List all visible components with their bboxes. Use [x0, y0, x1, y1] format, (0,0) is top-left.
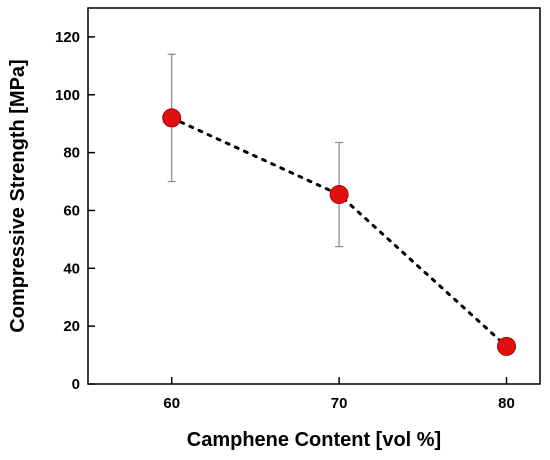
x-tick-label: 80: [498, 395, 515, 412]
data-point: [162, 108, 182, 128]
y-tick-label: 100: [55, 87, 80, 104]
x-tick-label: 70: [331, 395, 348, 412]
y-tick-label: 120: [55, 29, 80, 46]
y-tick-label: 20: [63, 318, 80, 335]
x-axis: 60 70 80: [163, 377, 515, 412]
y-tick-label: 40: [63, 260, 80, 277]
y-axis-label: Compressive Strength [MPa]: [7, 59, 29, 332]
data-point: [329, 185, 349, 205]
data-points: [162, 108, 517, 356]
y-tick-label: 60: [63, 202, 80, 219]
y-axis: 0 20 40 60 80 100 120: [55, 29, 95, 393]
y-tick-label: 0: [72, 376, 80, 393]
x-axis-label: Camphene Content [vol %]: [187, 429, 441, 451]
x-tick-label: 60: [163, 395, 180, 412]
plot-frame: [87, 7, 541, 385]
data-point: [497, 336, 517, 356]
y-tick-label: 80: [63, 145, 80, 162]
